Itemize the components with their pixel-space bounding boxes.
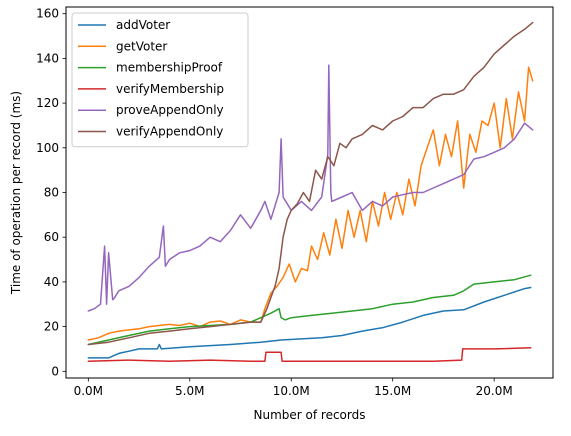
x-tick-label: 10.0M — [273, 384, 310, 398]
x-tick-label: 15.0M — [374, 384, 411, 398]
legend-label: verifyMembership — [116, 82, 224, 96]
y-axis-label: Time of operation per record (ms) — [9, 91, 23, 295]
x-tick-label: 0.0M — [74, 384, 103, 398]
series-layer — [87, 21, 534, 362]
legend-label: addVoter — [116, 18, 170, 32]
y-axis: 0 20 40 60 80 100 120 140 160 — [36, 7, 66, 378]
x-axis: 0.0M 5.0M 10.0M 15.0M 20.0M — [74, 378, 513, 398]
x-tick-label: 5.0M — [175, 384, 204, 398]
y-tick-label: 40 — [44, 275, 59, 289]
series-line-proveAppendOnly — [87, 64, 534, 312]
y-tick-label: 100 — [36, 141, 59, 155]
series-line-verifyAppendOnly — [87, 21, 534, 346]
series-line-getVoter — [87, 66, 534, 341]
legend-label: verifyAppendOnly — [116, 125, 223, 139]
x-tick-label: 20.0M — [476, 384, 513, 398]
y-tick-label: 160 — [36, 7, 59, 21]
series-line-verifyMembership — [87, 347, 532, 362]
legend-box — [71, 12, 249, 148]
y-tick-label: 20 — [44, 320, 59, 334]
legend-label: membershipProof — [116, 61, 223, 75]
y-tick-label: 60 — [44, 230, 59, 244]
legend: addVoter getVoter membershipProof verifyMem… — [71, 12, 249, 148]
series-line-membershipProof — [87, 274, 532, 346]
y-tick-label: 80 — [44, 186, 59, 200]
series-line-addVoter — [87, 286, 532, 359]
y-tick-label: 140 — [36, 51, 59, 65]
x-axis-label: Number of records — [254, 408, 366, 422]
legend-label: getVoter — [116, 39, 167, 53]
y-tick-label: 120 — [36, 96, 59, 110]
y-tick-label: 0 — [51, 364, 59, 378]
legend-label: proveAppendOnly — [116, 103, 224, 117]
